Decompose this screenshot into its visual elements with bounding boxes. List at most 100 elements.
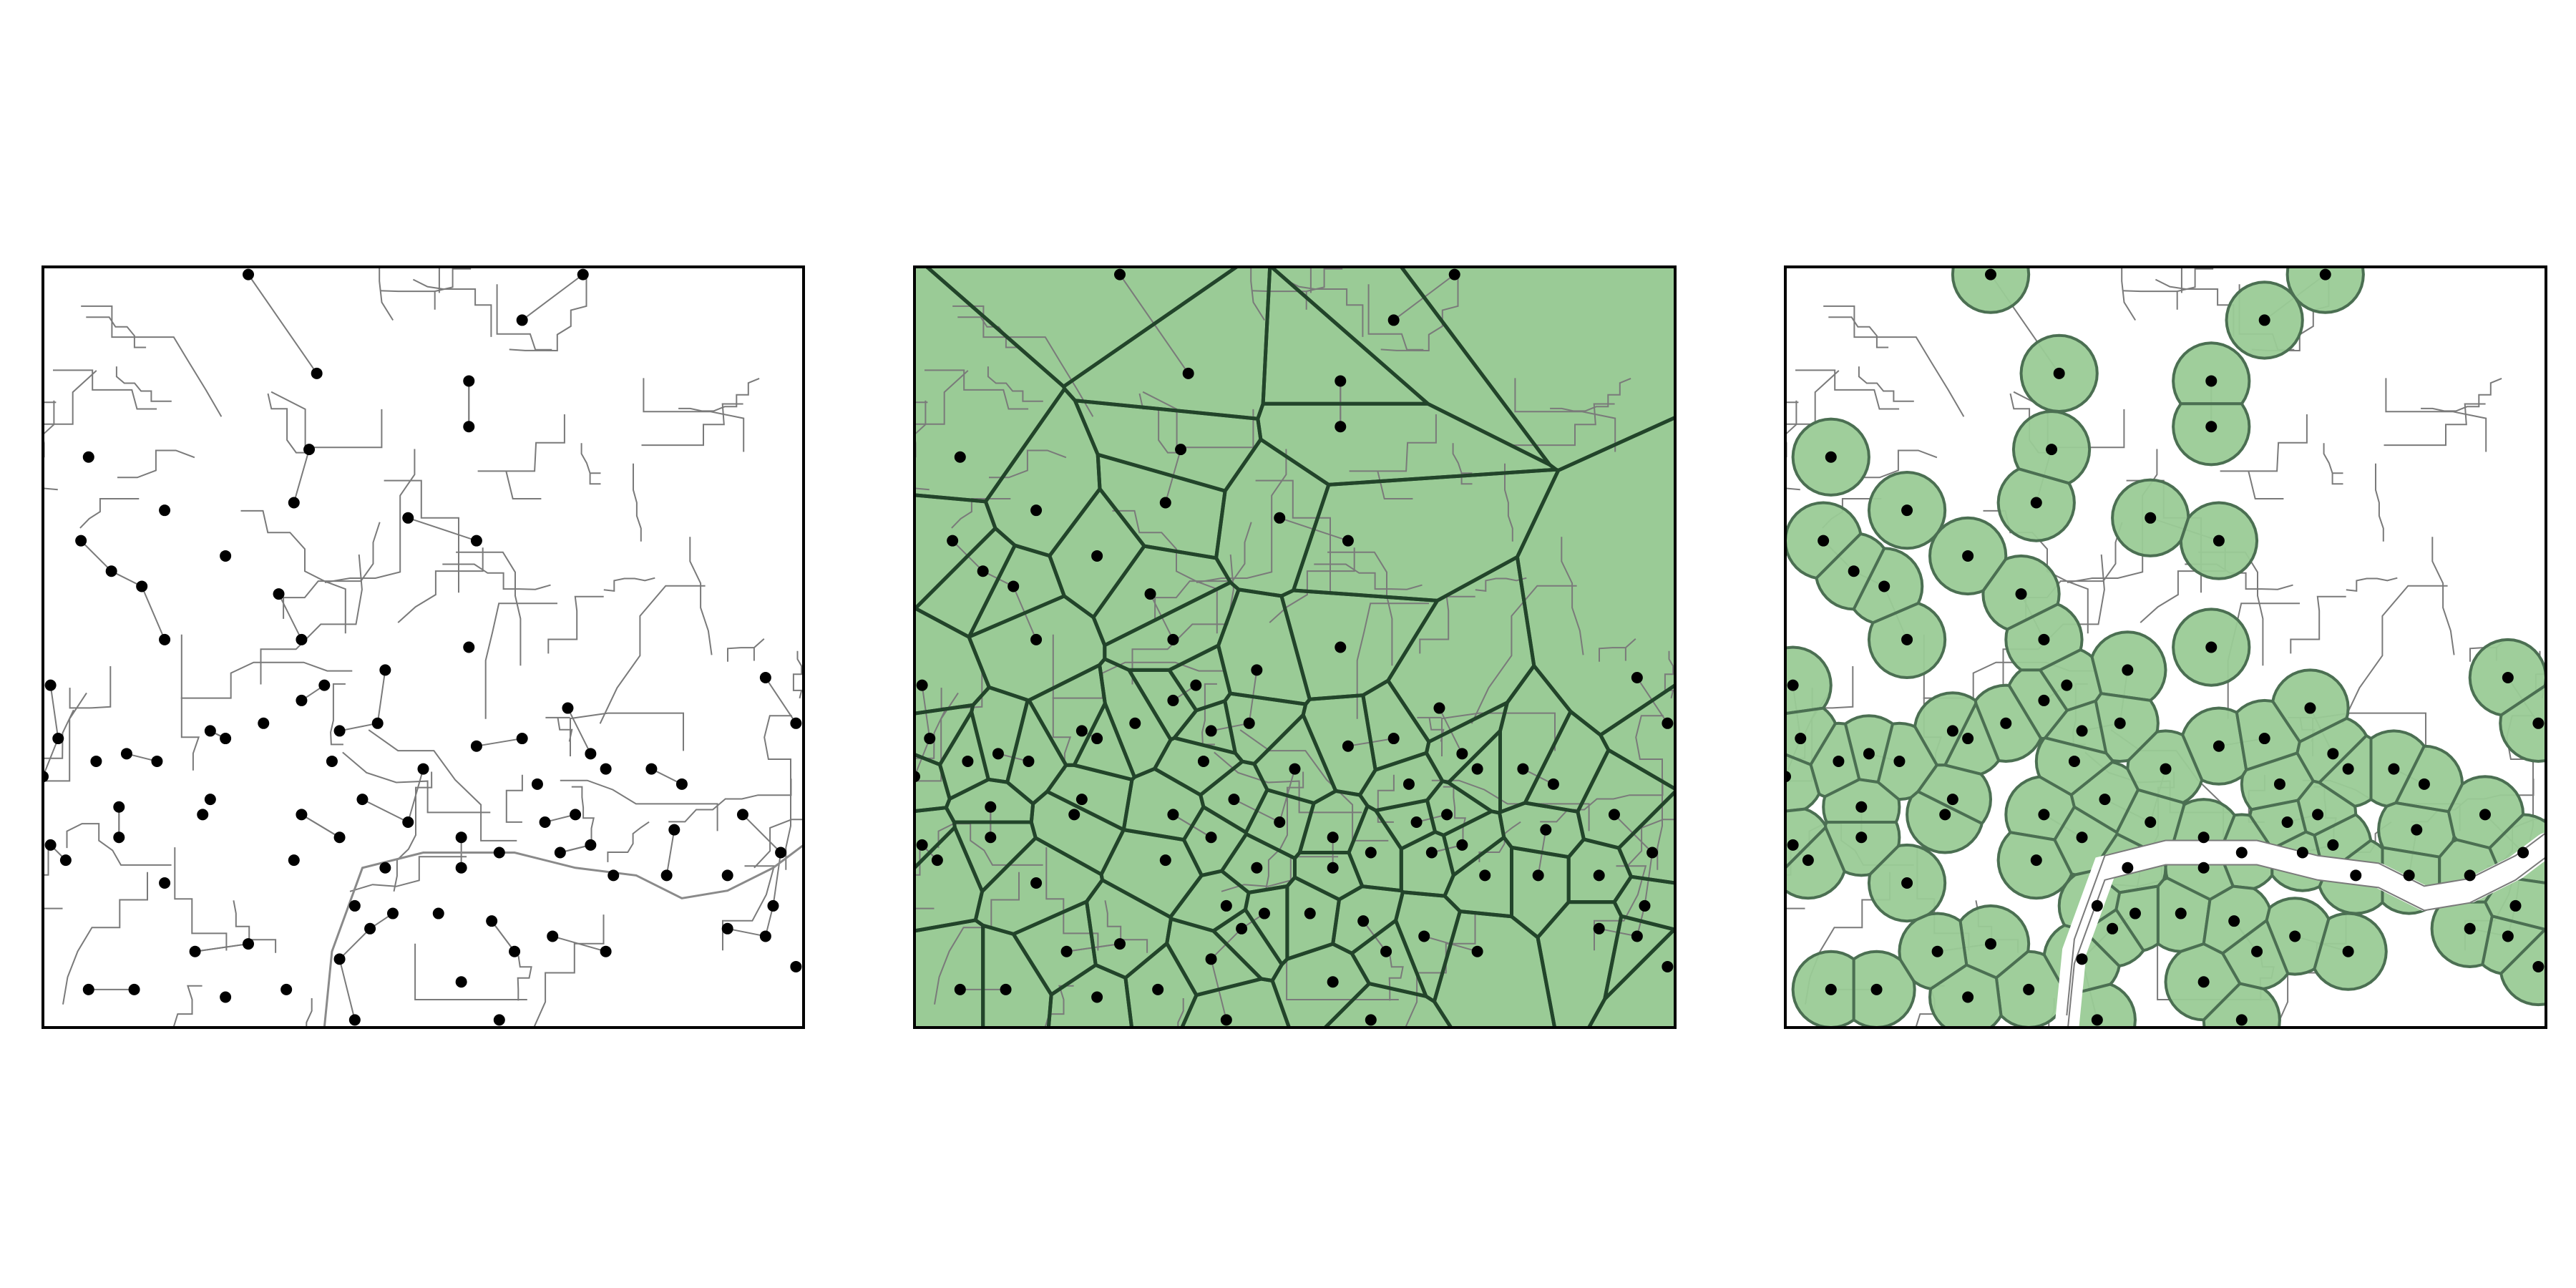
site-point <box>1167 694 1179 706</box>
boundary-line <box>1177 998 1184 1028</box>
map-panel-points <box>43 267 804 1028</box>
site-point <box>455 862 467 874</box>
site-point <box>333 953 346 965</box>
boundary-line <box>477 414 565 499</box>
boundary-line <box>283 522 381 619</box>
boundary-line <box>397 547 484 623</box>
site-point <box>1410 816 1423 828</box>
site-point <box>2312 809 2324 821</box>
connector-line <box>43 738 59 777</box>
site-point <box>2160 763 2172 775</box>
site-point <box>1023 755 1035 767</box>
boundary-line <box>914 709 946 782</box>
buffer-zone <box>2172 402 2251 467</box>
boundary-line <box>484 602 557 719</box>
connector-line <box>338 959 356 1020</box>
site-point <box>2099 794 2111 806</box>
boundary-line <box>924 369 1029 410</box>
boundary-line <box>607 821 650 862</box>
site-point <box>931 854 943 867</box>
site-point <box>645 763 658 775</box>
boundary-line <box>117 449 195 479</box>
buffer-zone <box>1906 789 1984 854</box>
site-point <box>1342 740 1354 752</box>
site-point <box>1962 550 1974 562</box>
boundary-line <box>1349 414 1437 499</box>
site-point <box>1220 1014 1232 1026</box>
site-point <box>600 763 612 775</box>
boundary-line <box>496 284 552 351</box>
boundary-line <box>1250 267 1266 321</box>
boundary-line <box>2323 443 2343 485</box>
site-point <box>985 831 997 844</box>
boundary-line <box>792 650 803 699</box>
boundary-line <box>1514 378 1616 452</box>
site-point <box>2342 763 2354 775</box>
site-point <box>2197 831 2210 844</box>
site-point <box>721 922 733 935</box>
site-point <box>570 809 582 821</box>
site-point <box>1008 580 1020 592</box>
connector-line <box>301 814 341 839</box>
boundary-line <box>1625 819 1675 869</box>
buffer-zone <box>2481 914 2546 975</box>
boundary-line <box>368 729 517 841</box>
boundary-line <box>571 786 595 849</box>
connector-line <box>376 670 386 723</box>
site-point <box>1030 877 1043 889</box>
connector-line <box>293 449 311 503</box>
boundary-line <box>678 377 760 412</box>
panel-frame <box>1784 265 2547 1029</box>
boundary-line <box>987 366 1043 402</box>
boundary-line <box>934 872 1020 1005</box>
site-point <box>554 847 566 859</box>
site-point <box>243 268 255 280</box>
buffer-zone <box>1791 950 1855 1028</box>
site-point <box>1335 421 1347 433</box>
site-point <box>2350 869 2362 882</box>
site-point <box>273 588 285 600</box>
site-point <box>2175 907 2187 919</box>
site-point <box>2038 694 2050 706</box>
boundary-line <box>914 839 921 876</box>
boundary-line <box>1828 316 1889 348</box>
connector-line <box>772 852 782 907</box>
site-point <box>1456 748 1468 760</box>
site-point <box>455 976 467 988</box>
site-point <box>1855 831 1868 844</box>
site-point <box>59 854 72 867</box>
point-layer <box>1785 268 2545 1026</box>
site-point <box>775 847 787 859</box>
panel-background <box>43 267 804 1028</box>
boundary-line <box>66 823 172 866</box>
voronoi-edges <box>914 267 1675 1028</box>
site-point <box>1901 877 1913 889</box>
boundary-line <box>1309 267 1312 293</box>
site-point <box>2532 717 2545 729</box>
site-point <box>120 748 132 760</box>
site-point <box>539 816 551 828</box>
voronoi-cell <box>1180 977 1292 1028</box>
connector-line <box>727 927 766 937</box>
boundary-line <box>1504 463 1513 542</box>
boundary-line <box>914 370 969 425</box>
boundary-line <box>115 366 172 402</box>
site-point <box>2403 869 2415 882</box>
boundary-line <box>2431 537 2455 655</box>
site-point <box>105 565 117 577</box>
site-point <box>1075 794 1088 806</box>
boundary-line <box>62 872 148 1005</box>
site-point <box>2327 748 2339 760</box>
site-point <box>1471 763 1483 775</box>
site-point <box>2258 733 2270 745</box>
site-point <box>371 717 384 729</box>
site-point <box>992 748 1004 760</box>
site-point <box>2464 869 2476 882</box>
boundary-line <box>1478 821 1521 862</box>
site-point <box>1962 733 1974 745</box>
site-point <box>1114 938 1126 950</box>
site-point <box>311 367 323 379</box>
boundary-line <box>689 537 713 655</box>
voronoi-cell <box>967 543 1066 639</box>
